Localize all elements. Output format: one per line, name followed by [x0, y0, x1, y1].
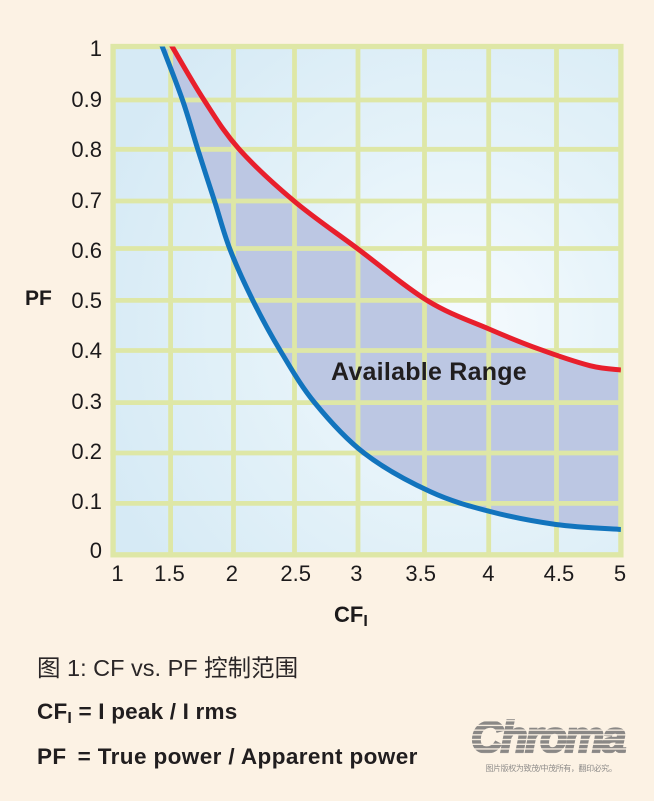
svg-text:Chroma: Chroma: [471, 713, 626, 758]
